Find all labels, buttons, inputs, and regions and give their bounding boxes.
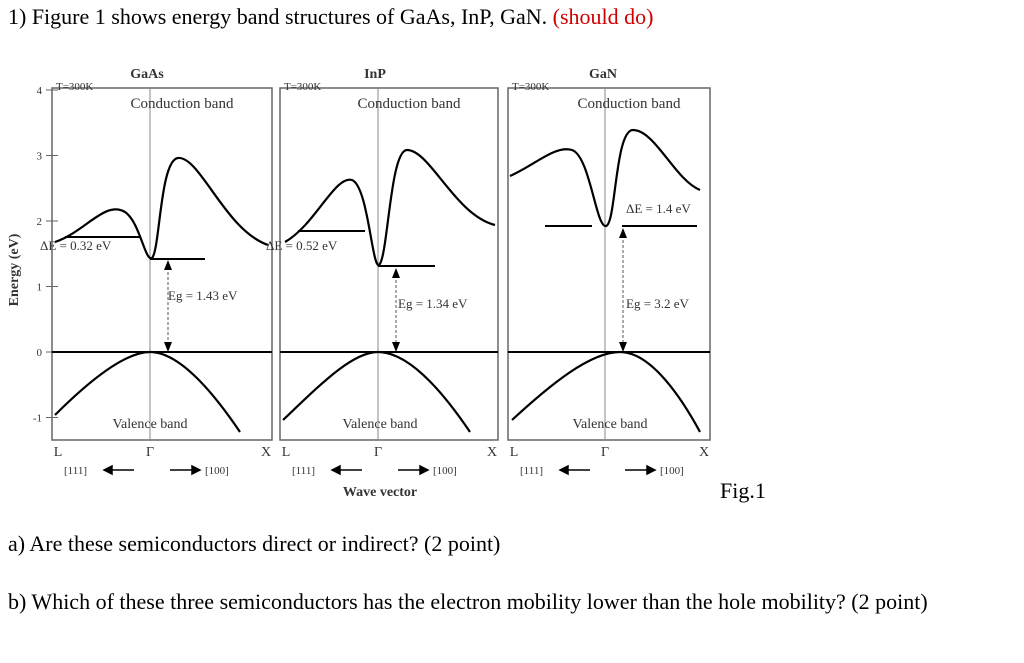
material: GaAs [130, 67, 164, 82]
y-axis-label: Energy (eV) [7, 233, 22, 306]
y-tick-label: 2 [37, 216, 43, 228]
panel-inp [279, 87, 499, 441]
valence-label: Valence band [572, 417, 647, 432]
arrow-heads [164, 260, 172, 352]
y-ticks: 4 3 2 1 0 -1 [33, 85, 58, 425]
valence-band [511, 350, 701, 433]
valence-label: Valence band [342, 417, 417, 432]
panel-frame [279, 87, 499, 441]
k-label: Γ [601, 445, 609, 460]
gap: Eg = 3.2 eV [626, 296, 690, 311]
panel-gaas [51, 87, 273, 441]
figure-caption: Fig.1 [720, 478, 766, 503]
valence-band [282, 350, 471, 433]
x-axis-label: Wave vector [343, 485, 417, 500]
part-b: b) Which of these three semiconductors h… [8, 589, 928, 614]
y-tick-label: -1 [33, 413, 42, 425]
k-label: X [699, 445, 709, 460]
delta-e: ΔE = 0.32 eV [40, 238, 112, 253]
delta-e: ΔE = 0.52 eV [266, 238, 338, 253]
conduction-band [54, 156, 269, 260]
delta-e: ΔE = 1.4 eV [626, 201, 691, 216]
y-tick-label: 1 [37, 282, 43, 294]
panel-gan [507, 87, 711, 441]
direction-arrows [330, 464, 430, 476]
k-label: L [510, 445, 519, 460]
band-figure: Energy (eV) 4 3 2 1 0 -1 T=300K GaAs [7, 67, 766, 503]
y-tick-label: 0 [37, 347, 43, 359]
direction: [111] [64, 465, 87, 477]
temperature: T=300K [512, 81, 549, 93]
valence-label: Valence band [112, 417, 187, 432]
direction: [111] [520, 465, 543, 477]
conduction-label: Conduction band [131, 96, 234, 112]
k-label: Γ [146, 445, 154, 460]
conduction-label: Conduction band [578, 96, 681, 112]
direction-arrows [558, 464, 657, 476]
question-note: (should do) [552, 4, 654, 29]
y-tick-label: 3 [37, 151, 43, 163]
gap: Eg = 1.43 eV [168, 288, 238, 303]
temperature: T=300K [284, 81, 321, 93]
direction-arrows [102, 464, 202, 476]
gap: Eg = 1.34 eV [398, 296, 468, 311]
material: InP [364, 67, 386, 82]
conduction-band [509, 128, 701, 228]
question-header: 1) Figure 1 shows energy band structures… [8, 4, 653, 30]
panel-frame [51, 87, 273, 441]
direction: [100] [660, 465, 684, 477]
panel-labels: T=300K GaAs Conduction band ΔE = 0.32 eV Eg … [40, 67, 709, 477]
k-label: Γ [374, 445, 382, 460]
direction: [111] [292, 465, 315, 477]
temperature: T=300K [56, 81, 93, 93]
arrow-heads [392, 268, 400, 352]
panel-frame [507, 87, 711, 441]
material: GaN [589, 67, 617, 82]
part-a: a) Are these semiconductors direct or in… [8, 531, 501, 556]
k-label: L [282, 445, 291, 460]
k-label: X [261, 445, 271, 460]
k-label: L [54, 445, 63, 460]
y-tick-label: 4 [37, 85, 43, 97]
direction: [100] [433, 465, 457, 477]
k-label: X [487, 445, 497, 460]
conduction-label: Conduction band [358, 96, 461, 112]
direction: [100] [205, 465, 229, 477]
conduction-band [284, 148, 496, 267]
question-text: 1) Figure 1 shows energy band structures… [8, 4, 548, 29]
valence-band [54, 350, 241, 433]
